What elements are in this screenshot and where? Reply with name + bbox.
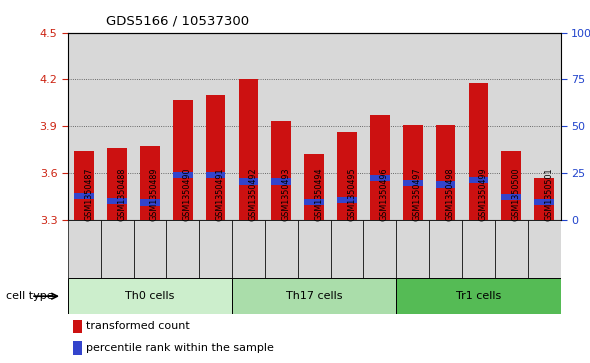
Bar — [238, 79, 258, 220]
Text: Th0 cells: Th0 cells — [125, 291, 175, 301]
Bar — [337, 132, 357, 220]
Text: Tr1 cells: Tr1 cells — [455, 291, 501, 301]
Bar — [271, 122, 291, 220]
Bar — [495, 33, 527, 220]
Bar — [265, 220, 298, 278]
Bar — [173, 100, 193, 220]
Bar — [133, 33, 166, 220]
Text: GSM1350487: GSM1350487 — [84, 168, 93, 221]
Bar — [206, 172, 225, 178]
Bar — [265, 33, 298, 220]
Bar — [101, 33, 133, 220]
Bar — [232, 220, 265, 278]
Bar — [363, 33, 396, 220]
Text: GSM1350501: GSM1350501 — [544, 168, 553, 221]
Bar — [73, 319, 81, 333]
Text: Th17 cells: Th17 cells — [286, 291, 342, 301]
Bar — [304, 199, 324, 205]
Bar — [527, 33, 560, 220]
Text: GSM1350489: GSM1350489 — [150, 168, 159, 221]
Bar — [298, 220, 330, 278]
Bar — [396, 220, 429, 278]
Bar — [166, 220, 199, 278]
Bar — [199, 33, 232, 220]
Bar — [232, 278, 396, 314]
Bar — [271, 178, 291, 184]
Bar — [429, 33, 462, 220]
Bar — [429, 220, 462, 278]
Bar — [435, 125, 455, 220]
Bar — [73, 341, 81, 355]
Bar — [298, 33, 330, 220]
Bar — [495, 220, 527, 278]
Bar — [363, 220, 396, 278]
Bar — [330, 33, 363, 220]
Text: GSM1350499: GSM1350499 — [478, 168, 487, 221]
Bar — [502, 194, 521, 200]
Text: GSM1350495: GSM1350495 — [347, 168, 356, 221]
Text: GSM1350492: GSM1350492 — [248, 168, 257, 221]
Bar — [370, 175, 390, 182]
Text: GSM1350496: GSM1350496 — [380, 168, 389, 221]
Bar — [206, 95, 225, 220]
Bar — [107, 148, 127, 220]
Text: cell type: cell type — [6, 291, 54, 301]
Bar — [435, 182, 455, 188]
Bar — [68, 33, 101, 220]
Bar — [468, 82, 489, 220]
Bar — [68, 220, 101, 278]
Bar — [140, 199, 160, 205]
Text: GSM1350493: GSM1350493 — [281, 168, 290, 221]
Text: GSM1350497: GSM1350497 — [413, 168, 422, 221]
Bar — [462, 33, 495, 220]
Bar — [166, 33, 199, 220]
Bar — [502, 151, 521, 220]
Bar — [370, 115, 390, 220]
Bar — [403, 180, 422, 186]
Bar — [527, 220, 560, 278]
Text: GSM1350500: GSM1350500 — [511, 168, 520, 221]
Text: GDS5166 / 10537300: GDS5166 / 10537300 — [106, 15, 250, 28]
Bar — [107, 198, 127, 204]
Bar — [396, 278, 560, 314]
Bar — [232, 33, 265, 220]
Text: percentile rank within the sample: percentile rank within the sample — [86, 343, 273, 353]
Bar — [68, 278, 232, 314]
Text: GSM1350494: GSM1350494 — [314, 168, 323, 221]
Bar — [199, 220, 232, 278]
Bar — [133, 220, 166, 278]
Text: GSM1350491: GSM1350491 — [216, 168, 225, 221]
Text: transformed count: transformed count — [86, 321, 189, 331]
Bar — [337, 197, 357, 203]
Bar — [74, 193, 94, 199]
Bar — [534, 199, 554, 205]
Text: GSM1350488: GSM1350488 — [117, 168, 126, 221]
Bar — [304, 154, 324, 220]
Bar — [173, 172, 193, 178]
Bar — [396, 33, 429, 220]
Text: GSM1350498: GSM1350498 — [445, 168, 454, 221]
Bar — [74, 151, 94, 220]
Bar — [238, 178, 258, 184]
Text: GSM1350490: GSM1350490 — [183, 168, 192, 221]
Bar — [101, 220, 133, 278]
Bar — [462, 220, 495, 278]
Bar — [534, 178, 554, 220]
Bar — [403, 125, 422, 220]
Bar — [468, 177, 489, 183]
Bar — [140, 146, 160, 220]
Bar — [330, 220, 363, 278]
